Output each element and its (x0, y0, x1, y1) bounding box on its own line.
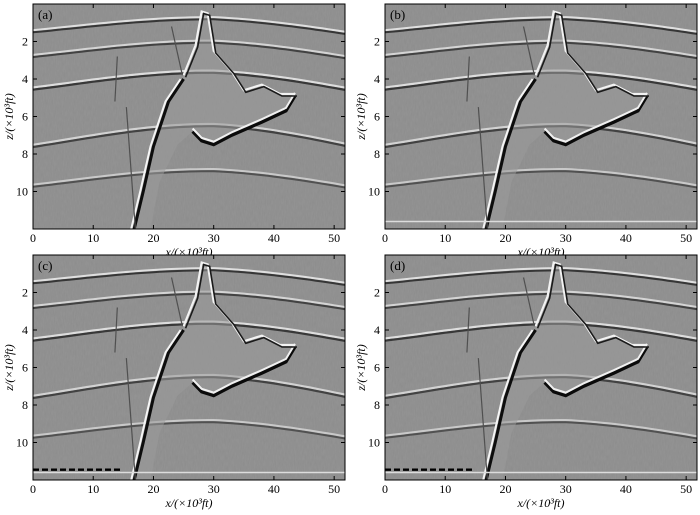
x-tick-label: 10 (87, 482, 99, 496)
y-axis-label: z/(×10³ft) (354, 344, 368, 391)
x-tick-label: 0 (382, 231, 388, 245)
seismic-image (385, 4, 697, 229)
seismic-image (385, 255, 697, 480)
y-tick-label: 8 (22, 398, 28, 412)
y-tick-label: 6 (22, 110, 28, 124)
x-tick-label: 40 (268, 231, 280, 245)
y-tick-label: 4 (374, 323, 380, 337)
y-tick-label: 4 (22, 323, 28, 337)
x-tick-label: 10 (87, 231, 99, 245)
x-axis-label: x/(×10³ft) (516, 496, 564, 510)
y-tick-label: 10 (368, 436, 380, 450)
x-tick-label: 20 (499, 482, 511, 496)
x-tick-label: 30 (208, 231, 220, 245)
x-tick-label: 30 (560, 482, 572, 496)
panel-label: (c) (38, 258, 52, 273)
y-tick-label: 6 (374, 110, 380, 124)
x-tick-label: 50 (680, 231, 692, 245)
x-tick-label: 40 (620, 482, 632, 496)
seismic-image (33, 255, 345, 480)
x-tick-label: 20 (147, 482, 159, 496)
x-tick-label: 0 (30, 231, 36, 245)
y-axis-label: z/(×10³ft) (2, 344, 16, 391)
y-tick-label: 10 (368, 185, 380, 199)
panel-c: 0 10 20 30 40 50 2 4 6 8 10 x/(×10³ft) z/(×10³ft) (c) (2, 254, 346, 510)
x-tick-label: 0 (30, 482, 36, 496)
x-tick-label: 50 (328, 482, 340, 496)
x-tick-label: 30 (560, 231, 572, 245)
y-tick-label: 8 (22, 147, 28, 161)
panel-d: 0 10 20 30 40 50 2 4 6 8 10 x/(×10³ft) z/(×10³ft) (d) (354, 254, 698, 510)
y-axis-label: z/(×10³ft) (2, 93, 16, 140)
x-axis-label: x/(×10³ft) (164, 496, 212, 510)
panel-label: (d) (390, 258, 405, 273)
x-tick-label: 0 (382, 482, 388, 496)
y-tick-label: 8 (374, 398, 380, 412)
y-tick-label: 6 (22, 361, 28, 375)
y-axis-label: z/(×10³ft) (354, 93, 368, 140)
panel-label: (a) (38, 7, 52, 22)
x-tick-label: 10 (439, 231, 451, 245)
x-tick-label: 50 (328, 231, 340, 245)
x-tick-label: 40 (620, 231, 632, 245)
y-tick-label: 10 (16, 185, 28, 199)
x-tick-label: 20 (499, 231, 511, 245)
y-tick-label: 2 (374, 35, 380, 49)
panel-label: (b) (390, 7, 405, 22)
y-tick-label: 4 (22, 72, 28, 86)
x-tick-label: 30 (208, 482, 220, 496)
x-tick-label: 20 (147, 231, 159, 245)
y-tick-label: 6 (374, 361, 380, 375)
y-tick-label: 10 (16, 436, 28, 450)
y-tick-label: 2 (374, 286, 380, 300)
y-tick-label: 4 (374, 72, 380, 86)
y-tick-label: 8 (374, 147, 380, 161)
x-tick-label: 40 (268, 482, 280, 496)
x-tick-label: 50 (680, 482, 692, 496)
y-tick-label: 2 (22, 35, 28, 49)
seismic-image (33, 4, 345, 229)
x-tick-label: 10 (439, 482, 451, 496)
y-tick-label: 2 (22, 286, 28, 300)
